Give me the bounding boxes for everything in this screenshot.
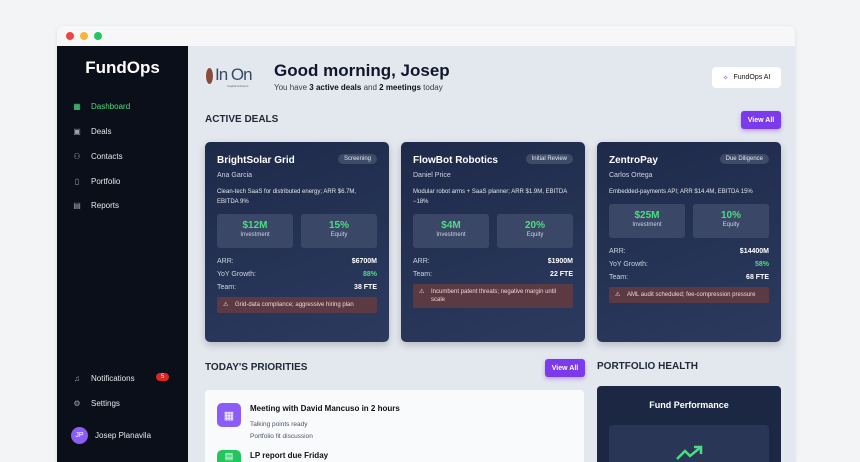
nav-label: Deals bbox=[91, 127, 112, 136]
fundops-ai-button[interactable]: ✧ FundOps AI bbox=[712, 67, 781, 88]
avatar: JP bbox=[71, 427, 88, 444]
calendar-icon: ▦ bbox=[217, 403, 241, 427]
page-title: Good morning, Josep bbox=[274, 61, 450, 80]
deal-description: Clean-tech SaaS for distributed energy; … bbox=[217, 189, 357, 205]
warning-icon: ⚠ bbox=[615, 292, 621, 298]
team-row: Team: 38 FTE bbox=[217, 284, 377, 291]
arr-row: ARR: $14400M bbox=[609, 248, 769, 255]
greeting-subtitle: You have 3 active deals and 2 meetings t… bbox=[274, 83, 443, 92]
logo-text: In On bbox=[215, 65, 253, 84]
nav-label: Notifications bbox=[91, 374, 135, 383]
nav-label: Contacts bbox=[91, 152, 123, 161]
sidebar-item-settings[interactable]: ⚙ Settings bbox=[73, 399, 120, 408]
sidebar-item-deals[interactable]: ▣ Deals bbox=[73, 127, 111, 136]
portfolio-health-heading: PORTFOLIO HEALTH bbox=[597, 361, 698, 372]
sidebar-item-notifications[interactable]: ♫ Notifications bbox=[73, 374, 135, 383]
deal-name: BrightSolar Grid bbox=[217, 155, 295, 166]
deal-name: FlowBot Robotics bbox=[413, 155, 498, 166]
maximize-window-button[interactable] bbox=[94, 32, 102, 40]
sidebar: FundOps ▦ Dashboard ▣ Deals ⚇ Contacts ▯ Por… bbox=[57, 46, 188, 462]
logo-subtext: Capital Advisors bbox=[227, 84, 249, 88]
team-row: Team: 22 FTE bbox=[413, 271, 573, 278]
priority-detail: Portfolio fit discussion bbox=[250, 433, 313, 440]
equity-metric: 10% Equity bbox=[693, 204, 769, 238]
main-content: In On Capital Advisors Good morning, Jose… bbox=[188, 46, 795, 462]
stage-badge: Due Diligence bbox=[719, 154, 769, 164]
priorities-view-all-button[interactable]: View All bbox=[545, 359, 585, 377]
title-bar bbox=[57, 26, 795, 46]
active-deals-heading: ACTIVE DEALS bbox=[205, 114, 279, 125]
briefcase-icon: ▣ bbox=[73, 127, 81, 136]
trending-up-icon bbox=[676, 445, 703, 460]
bell-icon: ♫ bbox=[74, 374, 80, 383]
deal-owner: Ana Garcia bbox=[217, 172, 253, 179]
user-profile[interactable]: JP Josep Planavila bbox=[71, 427, 151, 444]
file-icon: ▤ bbox=[73, 201, 81, 210]
investment-metric: $25M Investment bbox=[609, 204, 685, 238]
priorities-panel: ▦ Meeting with David Mancuso in 2 hours … bbox=[205, 390, 584, 462]
document-icon: ▤ bbox=[217, 450, 241, 462]
gear-icon: ⚙ bbox=[73, 399, 81, 408]
close-window-button[interactable] bbox=[66, 32, 74, 40]
investment-metric: $12M Investment bbox=[217, 214, 293, 248]
grid-icon: ▦ bbox=[73, 102, 81, 111]
sidebar-item-contacts[interactable]: ⚇ Contacts bbox=[73, 152, 123, 161]
app-window: FundOps ▦ Dashboard ▣ Deals ⚇ Contacts ▯ Por… bbox=[57, 26, 795, 462]
deal-description: Embedded-payments API; ARR $14.4M, EBITD… bbox=[609, 189, 753, 195]
deal-owner: Carlos Ortega bbox=[609, 172, 653, 179]
deal-owner: Daniel Price bbox=[413, 172, 451, 179]
warning-icon: ⚠ bbox=[419, 289, 425, 295]
card-title: Fund Performance bbox=[649, 400, 729, 410]
sparkle-icon: ✧ bbox=[722, 74, 729, 82]
risk-alert: ⚠ Incumbent patent threats; negative marg… bbox=[413, 284, 573, 308]
users-icon: ⚇ bbox=[73, 152, 81, 161]
growth-row: YoY Growth: 88% bbox=[217, 271, 377, 278]
nav-label: Reports bbox=[91, 201, 120, 210]
company-logo: In On Capital Advisors bbox=[206, 65, 253, 88]
investment-metric: $4M Investment bbox=[413, 214, 489, 248]
deals-view-all-button[interactable]: View All bbox=[741, 111, 781, 129]
fund-performance-card: Fund Performance bbox=[597, 386, 781, 462]
equity-metric: 20% Equity bbox=[497, 214, 573, 248]
priority-title[interactable]: Meeting with David Mancuso in 2 hours bbox=[250, 404, 400, 413]
deal-card[interactable]: FlowBot Robotics Initial Review Daniel P… bbox=[401, 142, 585, 342]
risk-alert: ⚠ AML audit scheduled; fee-compression pr… bbox=[609, 287, 769, 303]
minimize-window-button[interactable] bbox=[80, 32, 88, 40]
leaf-icon bbox=[206, 68, 213, 84]
sidebar-item-portfolio[interactable]: ▯ Portfolio bbox=[73, 177, 121, 186]
priority-detail: Talking points ready bbox=[250, 421, 308, 428]
nav-label: Settings bbox=[91, 399, 120, 408]
brand-logo: FundOps bbox=[85, 58, 160, 77]
sidebar-item-reports[interactable]: ▤ Reports bbox=[73, 201, 119, 210]
ai-label: FundOps AI bbox=[733, 74, 771, 81]
deal-card[interactable]: ZentroPay Due Diligence Carlos Ortega Em… bbox=[597, 142, 781, 342]
team-row: Team: 68 FTE bbox=[609, 274, 769, 281]
arr-row: ARR: $6700M bbox=[217, 258, 377, 265]
deal-description: Modular robot arms + SaaS planner; ARR $… bbox=[413, 189, 567, 205]
deal-card[interactable]: BrightSolar Grid Screening Ana Garcia Cl… bbox=[205, 142, 389, 342]
nav-label: Portfolio bbox=[91, 177, 121, 186]
sidebar-item-dashboard[interactable]: ▦ Dashboard bbox=[73, 102, 130, 111]
book-icon: ▯ bbox=[74, 177, 80, 186]
nav-label: Dashboard bbox=[91, 102, 131, 111]
warning-icon: ⚠ bbox=[223, 302, 229, 308]
stage-badge: Initial Review bbox=[525, 154, 573, 164]
stage-badge: Screening bbox=[337, 154, 377, 164]
deal-name: ZentroPay bbox=[609, 155, 658, 166]
arr-row: ARR: $1900M bbox=[413, 258, 573, 265]
growth-row: YoY Growth: 58% bbox=[609, 261, 769, 268]
equity-metric: 15% Equity bbox=[301, 214, 377, 248]
risk-alert: ⚠ Grid-data compliance; aggressive hiring… bbox=[217, 297, 377, 313]
performance-chart-area bbox=[609, 425, 769, 462]
user-name: Josep Planavila bbox=[95, 431, 152, 440]
priority-title[interactable]: LP report due Friday bbox=[250, 451, 329, 460]
notification-count-badge: 5 bbox=[156, 373, 170, 381]
priorities-heading: TODAY'S PRIORITIES bbox=[205, 362, 308, 373]
